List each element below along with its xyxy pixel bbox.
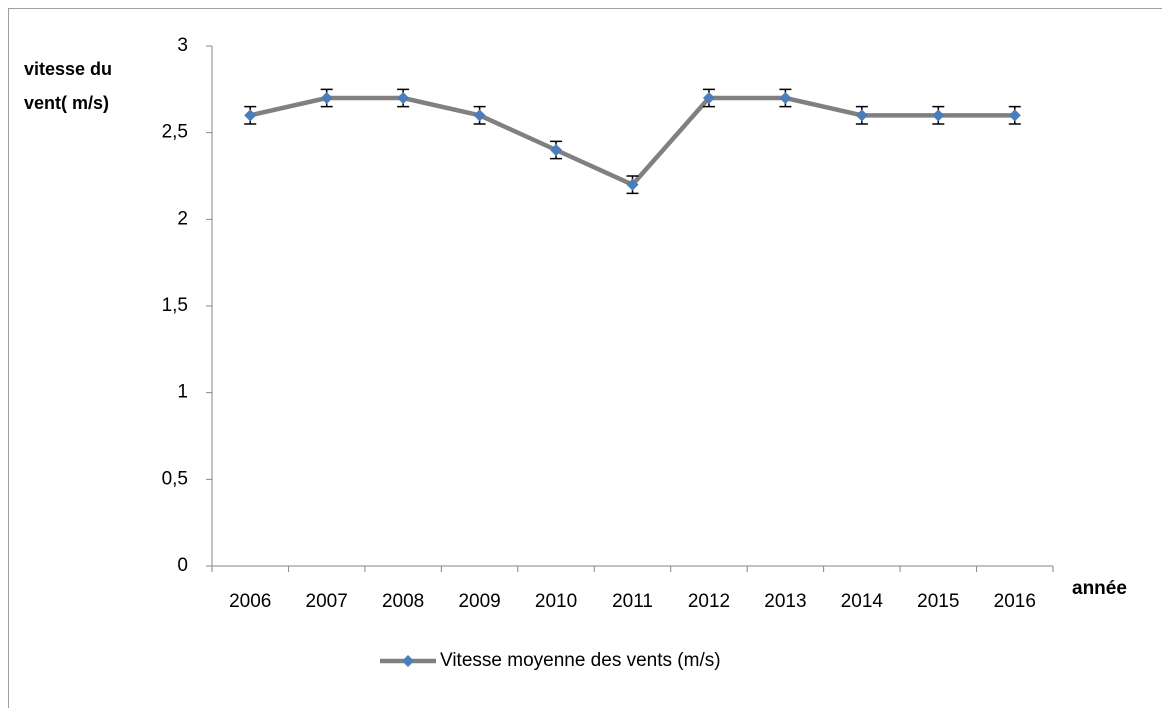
x-axis-label: année (1072, 578, 1127, 599)
x-tick-label: 2011 (612, 591, 653, 612)
y-axis-label: vitesse du vent( m/s) (24, 59, 113, 113)
x-tick-label: 2014 (841, 591, 884, 612)
marker (397, 92, 410, 104)
x-tick-label: 2008 (382, 591, 424, 612)
x-tick-label: 2010 (535, 591, 577, 612)
series-line (249, 95, 1015, 187)
x-tick-label: 2016 (994, 591, 1036, 612)
marker (702, 92, 715, 104)
marker (473, 109, 486, 122)
y-tick-label: 1 (177, 382, 188, 403)
marker (626, 178, 639, 191)
y-tick-label: 2,5 (162, 122, 188, 143)
marker (855, 109, 868, 122)
y-tick-label: 0,5 (162, 468, 188, 489)
x-tick-label: 2009 (458, 591, 500, 612)
marker (1008, 109, 1021, 122)
x-tick-label: 2006 (229, 591, 271, 612)
marker (550, 144, 563, 156)
legend-label: Vitesse moyenne des vents (m/s) (440, 650, 721, 671)
chart-border (8, 8, 1162, 708)
y-tick-label: 0 (177, 555, 188, 576)
legend-marker (402, 655, 414, 667)
y-tick-label: 2 (177, 208, 188, 229)
marker (320, 92, 333, 104)
marker (932, 109, 945, 122)
y-tick-label: 3 (177, 35, 188, 56)
marker (244, 109, 257, 122)
x-tick-label: 2007 (306, 591, 348, 612)
x-tick-label: 2012 (688, 591, 730, 612)
x-tick-label: 2013 (764, 591, 806, 612)
marker (779, 92, 792, 104)
x-tick-label: 2015 (917, 591, 959, 612)
y-tick-label: 1,5 (162, 295, 188, 316)
